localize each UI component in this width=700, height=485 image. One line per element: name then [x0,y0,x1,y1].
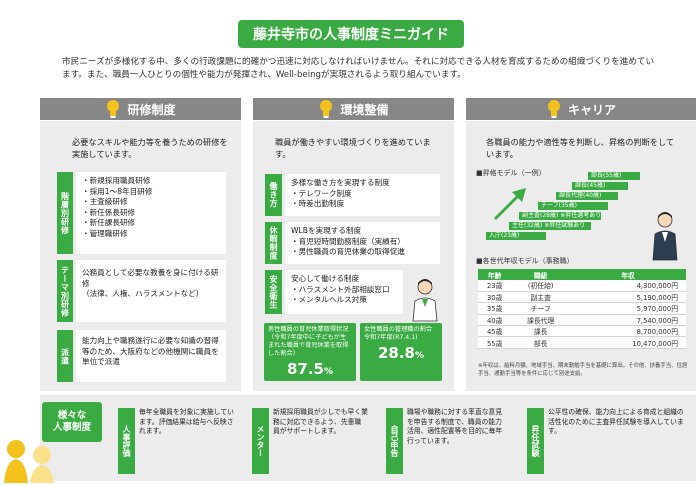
tag-dispatch: 派遣 [57,330,73,382]
table-cell: 課長代理 [511,314,571,327]
tag-mentor: メンター [252,408,269,474]
tiered-training-list: ・新規採用職員研修 ・採用1～8年目研修 ・主査級研修 ・新任係長研修 ・新任課… [76,172,226,254]
theme-training-text: 公務員として必要な教養を身に付ける研修 （法律、人権、ハラスメントなど） [76,260,226,322]
tag-safety-health: 安全衛生 [265,270,282,314]
dispatch-text: 能力向上や職務遂行に必要な知識の習得等のため、大阪府などの他機関に職員を単位で派… [76,330,226,382]
stat-caption: 男性職員の育児休業取得状況（令和7年度中に子どもが生まれた職員で育児休業を取得し… [268,326,349,357]
table-header: 年収 [570,269,686,280]
environment-lead: 職員が働きやすい環境づくりを進めています。 [275,137,431,159]
table-header: 職級 [511,269,571,280]
section-header-environment: 環境整備 [253,98,454,120]
table-row: 35歳 チーフ 5,970,000円 [478,302,686,315]
table-cell: (初任給) [511,280,571,292]
salary-table: 年齢 職級 年収 23歳 (初任給) 4,300,000円 30歳 副主査 5,190,0… [478,269,686,349]
section-title: 環境整備 [340,102,389,117]
tag-tiered-training: 階層別研修 [57,172,73,254]
tag-leave-system: 休暇制度 [265,222,282,264]
section-header-career: キャリア [466,98,696,120]
career-lead: 各職員の能力や適性等を判断し、昇格の判断をしています。 [486,137,675,159]
table-cell: 55歳 [478,336,512,349]
mentor-text: 新規採用職員が少しでも早く業務に対応できるよう、先輩職員がサポートします。 [273,408,368,435]
table-cell: 課長 [511,325,571,338]
section-title: キャリア [567,102,616,117]
self-report-text: 職場や職務に対する率直な意見を申告する制度で、職員の能力活用、適性配置等を目的に… [407,408,503,445]
ladder-step: 部長(55歳) [588,172,640,180]
ladder-step: 主任(32歳) ※昇任試験あり [509,222,591,230]
section-header-training: 研修制度 [40,98,241,120]
table-row: 30歳 副主査 5,190,000円 [478,291,686,304]
page-title: 藤井寺市の人事制度ミニガイド [238,20,464,48]
stat-caption: 女性職員の管理職の割合 [364,326,433,333]
table-cell: チーフ [511,302,571,315]
table-cell: 5,190,000円 [570,291,686,304]
ladder-step: チーフ(35歳) [538,202,608,210]
stat-female-managers: 女性職員の管理職の割合 令和7年度(R7.4.1) 28.8% [360,323,442,381]
table-cell: 10,470,000円 [570,336,686,349]
tag-work-style: 働き方 [265,174,282,216]
safety-health-text: 安心して働ける制度 ・ハラスメント外部相談窓口 ・メンタルヘルス対策 [285,270,403,314]
training-lead: 必要なスキルや能力等を養うための研修を実施しています。 [72,137,228,159]
table-header: 年齢 [478,269,512,280]
table-row: 45歳 課長 8,700,000円 [478,325,686,338]
intro-text: 市民ニーズが多様化する中、多くの行政課題に的確かつ迅速に対応しなければいけません… [62,57,655,80]
staff-illustration-icon [412,279,438,322]
up-arrow-icon [494,188,526,220]
table-cell: 副主査 [511,291,571,304]
leave-system-text: WLBを実現する制度 ・育児短時間勤務制度（実績有） ・男性職員の育児休業の取得… [285,222,440,264]
ladder-step: 課長(45歳) [572,182,628,190]
table-cell: 30歳 [478,291,512,304]
stat-caption-date: 令和7年度(R7.4.1) [364,334,418,341]
tag-theme-training: テーマ別研修 [57,260,73,322]
table-cell: 35歳 [478,302,512,315]
stat-value: 87.5% [286,360,334,378]
salary-note: ※年収は、給料月額、地域手当、期末勤勉手当を基礎に算出。その他、扶養手当、住居手… [478,363,688,377]
various-hr-systems-bubble: 様々な 人事制度 [42,402,102,442]
lightbulb-icon [547,100,560,118]
person-figures-icon [4,440,54,483]
table-cell: 45歳 [478,325,512,338]
table-cell: 23歳 [478,280,512,292]
promotion-exam-text: 公平性の確保、能力向上による育成と組織の活性化のために主査昇任試験を導入していま… [548,408,684,435]
salary-model-title: ■各世代年収モデル（事務職） [476,257,574,265]
lightbulb-icon [107,100,120,118]
table-row: 40歳 課長代理 7,540,000円 [478,314,686,327]
table-cell: 7,540,000円 [570,314,686,327]
section-title: 研修制度 [127,102,176,117]
tag-evaluation: 人事評価 [118,408,135,474]
tag-self-report: 自己申告 [386,408,403,474]
bottom-band [40,395,696,481]
table-cell: 5,970,000円 [570,302,686,315]
table-cell: 部長 [511,336,571,349]
table-row: 55歳 部長 10,470,000円 [478,336,686,349]
table-cell: 40歳 [478,314,512,327]
evaluation-text: 毎年全職員を対象に実施しています。評価結果は給与へ反映されます。 [139,408,234,435]
stat-value: 28.8% [377,344,425,362]
stat-male-childcare-leave: 男性職員の育児休業取得状況（令和7年度中に子どもが生まれた職員で育児休業を取得し… [264,323,356,381]
ladder-step: 副主査(28歳) ※昇任選考あり [519,212,601,220]
table-cell: 4,300,000円 [570,280,686,292]
ladder-step: 入庁(23歳) [486,232,546,240]
table-row: 23歳 (初任給) 4,300,000円 [478,280,686,292]
table-cell: 8,700,000円 [570,325,686,338]
ladder-step: 課長代理(40歳) [556,192,618,200]
tag-promotion-exam: 昇任試験 [527,408,544,474]
staff-illustration-icon [652,212,678,261]
promotion-model-title: ■昇格モデル（一例） [476,169,546,177]
work-style-text: 多様な働き方を実現する制度 ・テレワーク制度 ・時差出勤制度 [285,174,440,216]
lightbulb-icon [320,100,333,118]
